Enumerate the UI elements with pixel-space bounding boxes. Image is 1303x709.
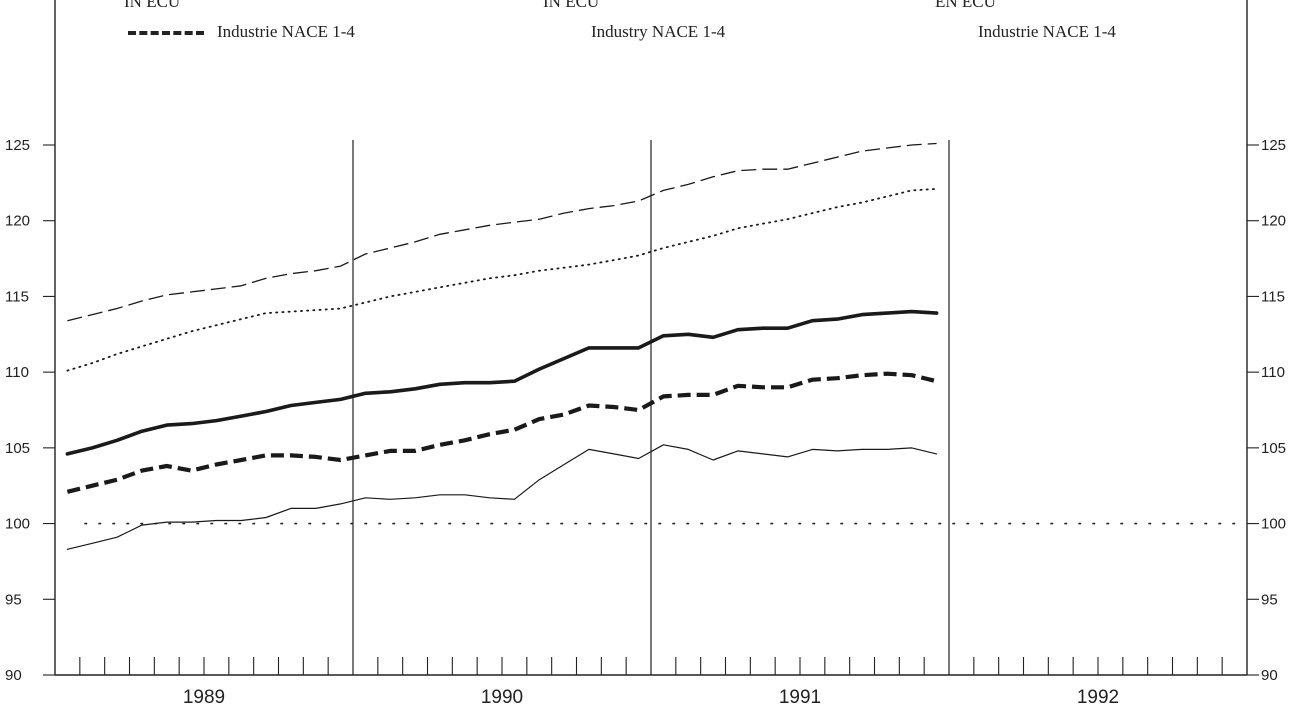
legend-thick-dashed-sample <box>128 31 204 35</box>
series-group <box>65 142 939 550</box>
col2-legend-label: Industry NACE 1-4 <box>591 22 726 41</box>
col3-legend-label: Industrie NACE 1-4 <box>978 22 1116 41</box>
y-tick-label-left: 95 <box>5 591 22 608</box>
y-tick-label-right: 125 <box>1261 137 1286 154</box>
y-tick-label-left: 120 <box>5 213 30 230</box>
col2-unit-label: IN ECU <box>543 0 600 11</box>
series-line-thick-solid <box>65 309 939 456</box>
y-tick-label-left: 90 <box>5 667 22 684</box>
y-tick-label-left: 100 <box>5 516 30 533</box>
series-line-thin-dashed <box>67 142 937 322</box>
y-tick-label-left: 125 <box>5 137 30 154</box>
series-line-thin-solid <box>66 444 938 550</box>
y-tick-label-right: 120 <box>1261 213 1286 230</box>
series-line-dotted <box>66 187 938 372</box>
col1-unit-label: IN ECU <box>124 0 181 11</box>
x-year-label: 1989 <box>183 687 225 708</box>
series-line-thick-dashed <box>66 371 938 494</box>
col1-legend-label: Industrie NACE 1-4 <box>217 22 355 41</box>
chart-frame <box>43 0 1259 676</box>
y-tick-label-left: 110 <box>5 364 29 381</box>
y-tick-label-right: 100 <box>1261 516 1286 533</box>
x-year-label: 1991 <box>779 687 821 708</box>
y-tick-label-right: 110 <box>1261 364 1285 381</box>
y-tick-label-left: 115 <box>5 288 29 305</box>
col3-unit-label: EN ECU <box>935 0 996 11</box>
x-year-label: 1990 <box>481 687 523 708</box>
y-tick-label-left: 105 <box>5 440 30 457</box>
y-tick-label-right: 105 <box>1261 440 1286 457</box>
y-tick-label-right: 90 <box>1261 667 1278 684</box>
x-year-label: 1992 <box>1077 687 1119 708</box>
y-tick-label-right: 115 <box>1261 288 1285 305</box>
axis-labels: 90 90 95 95 100 100 105 105 110 110 115 115 120 120 12… <box>5 137 1286 708</box>
y-tick-label-right: 95 <box>1261 591 1278 608</box>
